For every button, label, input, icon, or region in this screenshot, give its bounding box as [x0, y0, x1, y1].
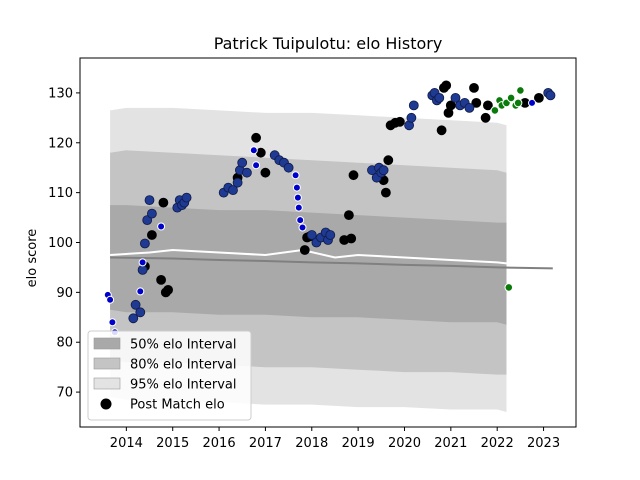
series_blue-point	[292, 183, 301, 192]
y-axis: 70 80 90 100 110 120 130	[48, 86, 80, 401]
post_match-point	[383, 155, 394, 166]
series_green-point	[506, 93, 516, 103]
post_match-point	[348, 170, 359, 181]
legend-label: 80% elo Interval	[130, 358, 237, 373]
series_blue-point	[108, 318, 117, 327]
legend-box	[87, 330, 252, 421]
series_navy-point	[139, 238, 150, 249]
band-50-interval	[110, 205, 507, 325]
post_match-point	[163, 284, 174, 295]
post_match-point	[441, 80, 452, 91]
series_navy-point	[545, 90, 556, 101]
series_navy-point	[181, 192, 192, 203]
series_blue-point	[136, 287, 145, 296]
post_match-point	[251, 132, 262, 143]
x-tick-label: 2015	[156, 436, 189, 451]
x-axis: 2014 2015 2016 2017 2018 2019 2020 2021 2022 2023	[110, 427, 560, 451]
series_navy-point	[137, 264, 148, 275]
post_match-point	[436, 125, 447, 136]
series_blue-point	[298, 223, 307, 232]
x-tick-label: 2022	[481, 436, 514, 451]
series_blue-point	[106, 295, 115, 304]
series_blue-point	[296, 216, 305, 225]
post_match-point	[482, 100, 493, 111]
x-tick-label: 2020	[388, 436, 421, 451]
legend-swatch-band95	[93, 377, 121, 390]
series_navy-point	[325, 230, 336, 240]
series_blue-point	[291, 171, 300, 180]
x-tick-label: 2017	[249, 436, 282, 451]
y-tick-label: 110	[48, 186, 73, 201]
x-tick-label: 2018	[295, 436, 328, 451]
y-tick-label: 90	[56, 286, 73, 301]
series_green-point	[516, 86, 525, 95]
x-tick-label: 2014	[110, 436, 143, 451]
post_match-point	[158, 197, 169, 208]
series_navy-point	[128, 313, 139, 324]
series_navy-point	[232, 177, 243, 188]
series_blue-point	[138, 258, 147, 267]
series_green-point	[504, 283, 514, 292]
y-tick-label: 130	[48, 86, 73, 101]
series_navy-point	[378, 165, 389, 176]
series_blue-point	[252, 161, 261, 170]
legend-label: 50% elo Interval	[130, 338, 237, 353]
series_navy-point	[146, 208, 157, 219]
series_navy-point	[306, 230, 317, 240]
series_green-point	[490, 106, 500, 115]
series_navy-point	[144, 195, 155, 206]
post_match-point	[480, 112, 491, 123]
post_match-point	[146, 230, 157, 240]
series_blue-point	[528, 98, 536, 107]
y-tick-label: 100	[48, 236, 73, 251]
y-axis-label: elo score	[25, 229, 40, 288]
post_match-point	[260, 167, 271, 178]
x-tick-label: 2019	[342, 436, 375, 451]
series_navy-point	[130, 299, 141, 310]
series_navy-point	[283, 162, 294, 173]
series_navy-point	[228, 185, 238, 196]
series_navy-point	[142, 215, 153, 226]
series_navy-point	[408, 100, 419, 111]
post_match-point	[156, 274, 167, 285]
mean-line-white	[110, 248, 507, 265]
series_blue-point	[157, 222, 166, 231]
series_blue-point	[249, 146, 258, 155]
x-tick-label: 2023	[527, 436, 560, 451]
series_navy-point	[464, 103, 475, 113]
post_match-point	[394, 116, 405, 127]
legend-swatch-band80	[93, 357, 121, 370]
series_blue-point	[294, 203, 303, 212]
series_blue-point	[293, 193, 302, 202]
post_match-point	[343, 210, 354, 221]
post_match-point	[299, 245, 310, 255]
legend-marker-post-match	[100, 398, 112, 410]
mean-line-grey	[110, 256, 553, 270]
chart-title: Patrick Tuipulotu: elo History	[214, 34, 443, 53]
series_green-point	[513, 98, 523, 108]
legend-label: Post Match elo	[130, 398, 225, 413]
y-tick-label: 80	[56, 336, 73, 351]
series_navy-point	[406, 112, 417, 123]
series_navy-point	[450, 93, 461, 103]
series_navy-point	[434, 93, 445, 103]
legend: 50% elo Interval 80% elo Interval 95% elo …	[87, 330, 252, 421]
post_match-point	[380, 187, 391, 198]
legend-label: 95% elo Interval	[130, 378, 237, 393]
x-tick-label: 2021	[434, 436, 467, 451]
series_navy-point	[135, 307, 146, 318]
post_match-point	[469, 83, 479, 93]
post_match-point	[471, 98, 482, 108]
legend-swatch-band50	[93, 337, 121, 350]
y-tick-label: 70	[56, 386, 73, 401]
post_match-point	[534, 93, 544, 103]
post_match-point	[346, 233, 357, 244]
series_navy-point	[237, 157, 248, 168]
series_navy-point	[241, 167, 252, 178]
y-tick-label: 120	[48, 136, 73, 151]
x-tick-label: 2016	[203, 436, 236, 451]
